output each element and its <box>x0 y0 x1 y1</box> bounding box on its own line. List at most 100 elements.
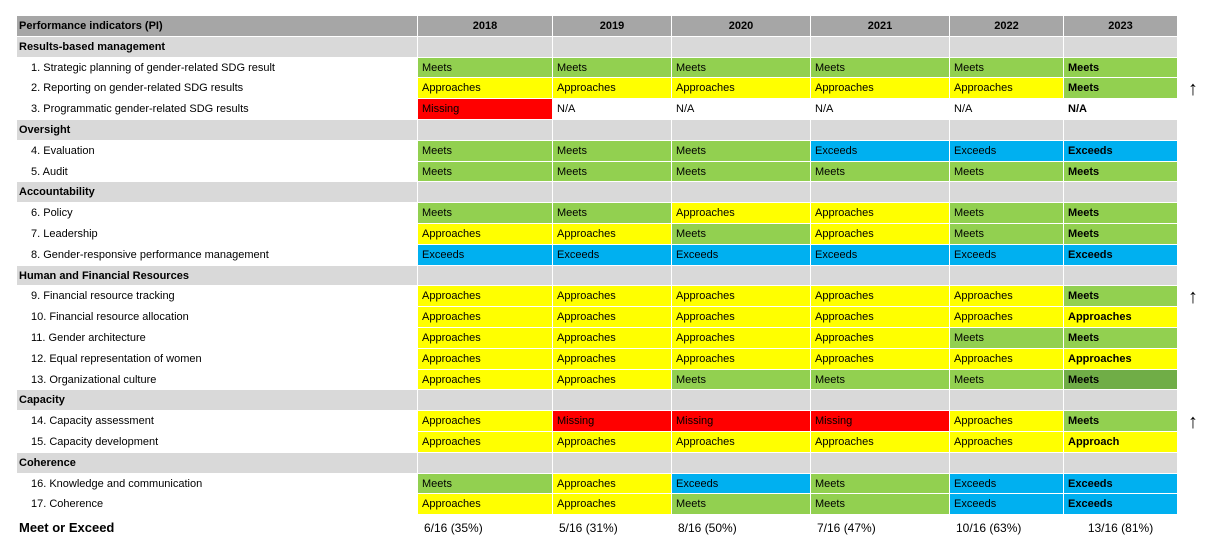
section-cell <box>950 265 1063 287</box>
section-cell <box>950 36 1063 58</box>
rating-cell: Approaches <box>811 348 949 370</box>
rating-cell: Meets <box>1064 78 1177 100</box>
spacer <box>1178 182 1205 204</box>
spacer <box>1178 162 1205 183</box>
indicator-label: 6. Policy <box>17 203 417 224</box>
spacer <box>1178 370 1205 391</box>
section-cell <box>1064 452 1177 474</box>
indicator-label: 8. Gender-responsive performance managem… <box>17 245 417 266</box>
rating-cell: Approaches <box>811 327 949 349</box>
rating-cell: Approaches <box>553 327 671 349</box>
trend-arrow: ↑ <box>1178 78 1205 100</box>
rating-cell: Approaches <box>950 286 1063 308</box>
section-cell <box>418 452 552 474</box>
section-cell <box>811 452 949 474</box>
footer-value: 5/16 (31%) <box>553 515 671 536</box>
rating-cell: Approaches <box>418 327 552 349</box>
rating-cell: N/A <box>553 99 671 120</box>
rating-cell: Meets <box>553 161 671 183</box>
rating-cell: Approaches <box>418 369 552 391</box>
rating-cell: Approaches <box>418 431 552 453</box>
section-cell <box>672 390 810 412</box>
spacer <box>1178 328 1205 349</box>
section-cell <box>553 182 671 204</box>
rating-cell: Exceeds <box>1064 473 1177 495</box>
rating-cell: Meets <box>1064 223 1177 245</box>
rating-cell: Meets <box>811 161 949 183</box>
section-cell <box>1064 36 1177 58</box>
rating-cell: Approaches <box>418 411 552 432</box>
rating-cell: Meets <box>672 223 810 245</box>
rating-cell: Meets <box>418 473 552 495</box>
section-cell <box>1064 119 1177 141</box>
rating-cell: Exceeds <box>811 244 949 266</box>
rating-cell: Approaches <box>672 78 810 100</box>
rating-cell: Meets <box>672 369 810 391</box>
rating-cell: Approaches <box>418 78 552 100</box>
section-cell <box>418 390 552 412</box>
header-cell: 2021 <box>811 16 949 37</box>
rating-cell: Approaches <box>811 78 949 100</box>
rating-cell: Meets <box>1064 161 1177 183</box>
rating-cell: Approaches <box>553 286 671 308</box>
spacer <box>1178 58 1205 79</box>
section-cell <box>811 119 949 141</box>
rating-cell: Approaches <box>553 369 671 391</box>
spacer <box>1178 120 1205 141</box>
rating-cell: Exceeds <box>672 473 810 495</box>
trend-arrow: ↑ <box>1178 286 1205 308</box>
rating-cell: Exceeds <box>553 244 671 266</box>
header-cell: 2022 <box>950 16 1063 37</box>
indicator-label: 11. Gender architecture <box>17 328 417 349</box>
rating-cell: Approaches <box>672 431 810 453</box>
spacer <box>1178 349 1205 370</box>
spacer <box>1178 141 1205 162</box>
rating-cell: Meets <box>418 161 552 183</box>
section-cell <box>811 182 949 204</box>
footer-value: 6/16 (35%) <box>418 515 552 536</box>
rating-cell: Meets <box>672 161 810 183</box>
rating-cell: Exceeds <box>950 494 1063 516</box>
indicator-label: 3. Programmatic gender-related SDG resul… <box>17 99 417 120</box>
rating-cell: Approaches <box>553 473 671 495</box>
spacer <box>1178 453 1205 474</box>
header-cell: 2019 <box>553 16 671 37</box>
rating-cell: Approaches <box>553 494 671 516</box>
rating-cell: Approaches <box>672 348 810 370</box>
section-cell <box>418 36 552 58</box>
section-cell <box>950 390 1063 412</box>
rating-cell: Meets <box>1064 57 1177 79</box>
rating-cell: Approaches <box>672 286 810 308</box>
indicator-label: 16. Knowledge and communication <box>17 474 417 495</box>
rating-cell: Meets <box>950 327 1063 349</box>
rating-cell: Meets <box>672 140 810 162</box>
rating-cell: Missing <box>811 411 949 432</box>
spacer <box>1178 203 1205 224</box>
indicator-label: 4. Evaluation <box>17 141 417 162</box>
rating-cell: Meets <box>950 57 1063 79</box>
section-cell <box>950 119 1063 141</box>
rating-cell: Approaches <box>950 78 1063 100</box>
section-cell <box>418 119 552 141</box>
indicator-label: 15. Capacity development <box>17 432 417 453</box>
section-cell <box>811 36 949 58</box>
indicator-label: 14. Capacity assessment <box>17 411 417 432</box>
rating-cell: Approaches <box>672 203 810 224</box>
indicator-label: 17. Coherence <box>17 494 417 516</box>
spacer <box>1178 16 1205 37</box>
rating-cell: Exceeds <box>950 140 1063 162</box>
section-cell <box>1064 390 1177 412</box>
rating-cell: N/A <box>672 99 810 120</box>
rating-cell: Exceeds <box>950 244 1063 266</box>
spacer <box>1178 307 1205 328</box>
rating-cell: Meets <box>1064 411 1177 432</box>
rating-cell: Meets <box>811 57 949 79</box>
rating-cell: Approaches <box>811 286 949 308</box>
rating-cell: Meets <box>950 369 1063 391</box>
rating-cell: Meets <box>672 57 810 79</box>
section-cell <box>672 182 810 204</box>
section-title: Coherence <box>17 452 417 474</box>
rating-cell: Approaches <box>811 307 949 328</box>
section-cell <box>553 265 671 287</box>
footer-value: 10/16 (63%) <box>950 515 1063 536</box>
